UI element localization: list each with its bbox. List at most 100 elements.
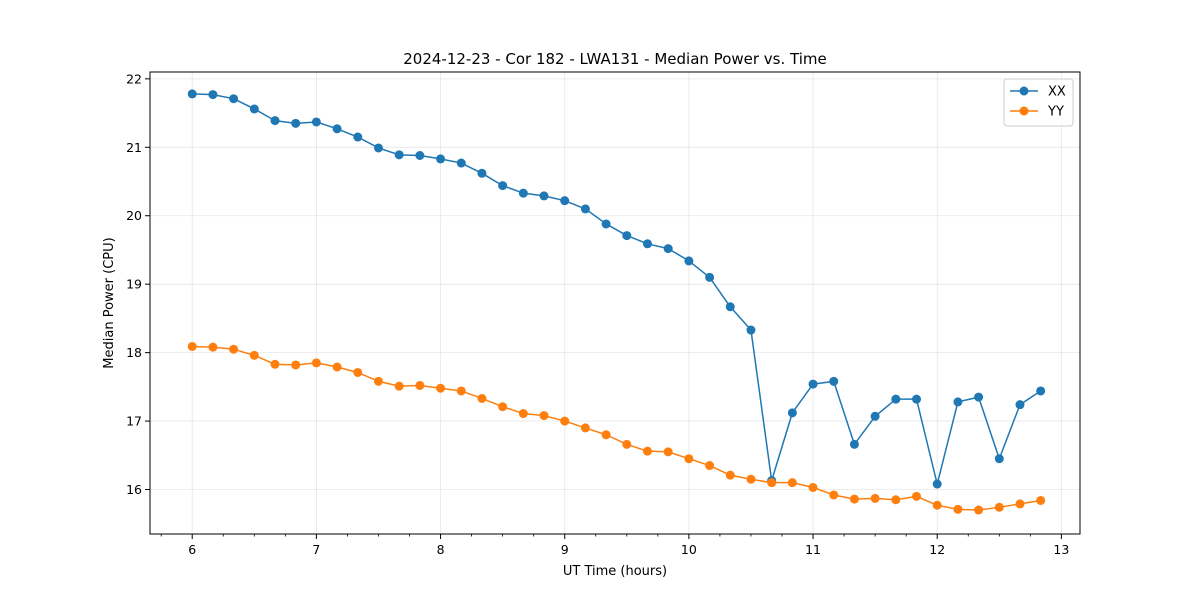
data-point-xx — [436, 154, 446, 164]
data-point-yy — [767, 478, 777, 488]
data-point-yy — [787, 478, 797, 488]
data-point-yy — [436, 383, 446, 393]
data-point-xx — [974, 392, 984, 402]
y-tick-label: 17 — [126, 414, 142, 429]
data-point-yy — [498, 402, 508, 412]
series-layer — [187, 89, 1046, 515]
x-tick-label: 10 — [681, 542, 697, 557]
x-tick-label: 11 — [805, 542, 821, 557]
data-point-xx — [684, 256, 694, 266]
data-point-xx — [311, 117, 321, 127]
data-point-yy — [353, 367, 363, 377]
data-point-xx — [291, 118, 301, 128]
data-point-xx — [705, 272, 715, 282]
data-point-yy — [249, 350, 259, 360]
chart-title: 2024-12-23 - Cor 182 - LWA131 - Median P… — [403, 50, 827, 68]
data-point-xx — [249, 104, 259, 114]
data-point-xx — [270, 116, 280, 126]
data-point-xx — [373, 143, 383, 153]
x-tick-label: 8 — [437, 542, 445, 557]
y-tick-label: 21 — [126, 140, 142, 155]
data-point-yy — [642, 446, 652, 456]
data-point-xx — [994, 454, 1004, 464]
data-point-yy — [270, 359, 280, 369]
data-point-xx — [622, 231, 632, 241]
data-point-yy — [953, 504, 963, 514]
data-point-yy — [808, 482, 818, 492]
data-point-xx — [849, 439, 859, 449]
data-point-yy — [539, 411, 549, 421]
data-point-yy — [829, 490, 839, 500]
legend-marker-xx — [1019, 86, 1029, 96]
legend-label-xx: XX — [1048, 85, 1066, 100]
y-tick-label: 16 — [126, 482, 142, 497]
data-point-yy — [932, 500, 942, 510]
data-point-yy — [1015, 499, 1025, 509]
data-point-xx — [1036, 386, 1046, 396]
data-point-xx — [746, 325, 756, 335]
data-point-yy — [332, 362, 342, 372]
data-point-xx — [725, 302, 735, 312]
data-point-xx — [353, 132, 363, 142]
x-tick-label: 9 — [561, 542, 569, 557]
data-point-yy — [849, 494, 859, 504]
x-tick-label: 12 — [929, 542, 945, 557]
data-point-xx — [539, 191, 549, 201]
data-point-xx — [663, 244, 673, 254]
data-point-xx — [208, 90, 218, 100]
data-point-yy — [601, 430, 611, 440]
data-point-yy — [456, 386, 466, 396]
data-point-xx — [932, 479, 942, 489]
data-point-yy — [746, 474, 756, 484]
data-point-yy — [974, 505, 984, 515]
data-point-yy — [870, 493, 880, 503]
data-point-yy — [394, 381, 404, 391]
data-point-yy — [477, 393, 487, 403]
data-point-xx — [394, 150, 404, 160]
grid-layer — [150, 72, 1080, 534]
x-tick-label: 7 — [312, 542, 320, 557]
data-point-xx — [601, 219, 611, 229]
x-axis-label: UT Time (hours) — [563, 564, 667, 579]
data-point-xx — [498, 181, 508, 191]
x-tick-label: 13 — [1053, 542, 1069, 557]
data-point-xx — [187, 89, 197, 99]
data-point-yy — [373, 376, 383, 386]
data-point-xx — [229, 94, 239, 104]
data-point-xx — [891, 394, 901, 404]
data-point-yy — [725, 470, 735, 480]
data-point-xx — [829, 376, 839, 386]
data-point-xx — [787, 408, 797, 418]
data-point-yy — [580, 423, 590, 433]
data-point-xx — [1015, 400, 1025, 410]
data-point-xx — [953, 397, 963, 407]
tick-layer: 6 7 8 9 10 11 12 13 16 17 18 19 20 21 22 — [126, 71, 1069, 557]
data-point-yy — [415, 380, 425, 390]
data-point-yy — [208, 342, 218, 352]
data-point-yy — [912, 491, 922, 501]
data-point-yy — [229, 344, 239, 354]
data-point-yy — [560, 416, 570, 426]
data-point-yy — [622, 439, 632, 449]
data-point-yy — [684, 454, 694, 464]
data-point-xx — [560, 196, 570, 206]
data-point-yy — [187, 341, 197, 351]
legend: XX YY — [1003, 78, 1074, 127]
data-point-xx — [580, 204, 590, 214]
data-point-yy — [994, 502, 1004, 512]
y-tick-label: 18 — [126, 345, 142, 360]
data-point-yy — [291, 360, 301, 370]
y-tick-label: 20 — [126, 208, 142, 223]
data-point-yy — [518, 409, 528, 419]
data-point-xx — [332, 124, 342, 134]
data-point-yy — [705, 461, 715, 471]
data-point-xx — [808, 379, 818, 389]
x-tick-label: 6 — [188, 542, 196, 557]
y-tick-label: 22 — [126, 71, 142, 86]
y-tick-label: 19 — [126, 277, 142, 292]
plot-frame — [149, 71, 1081, 535]
data-point-xx — [415, 151, 425, 161]
data-point-xx — [912, 394, 922, 404]
